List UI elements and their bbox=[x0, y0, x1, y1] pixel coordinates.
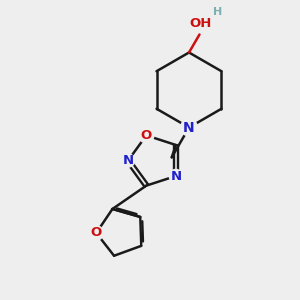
Text: N: N bbox=[183, 121, 195, 134]
Text: N: N bbox=[122, 154, 134, 167]
Circle shape bbox=[122, 154, 135, 167]
Circle shape bbox=[181, 119, 197, 136]
Circle shape bbox=[89, 226, 103, 240]
Text: O: O bbox=[91, 226, 102, 239]
Text: O: O bbox=[141, 129, 152, 142]
Circle shape bbox=[169, 169, 182, 183]
Text: H: H bbox=[213, 7, 222, 17]
Text: OH: OH bbox=[190, 16, 212, 30]
Circle shape bbox=[139, 128, 154, 143]
Text: N: N bbox=[170, 169, 182, 182]
